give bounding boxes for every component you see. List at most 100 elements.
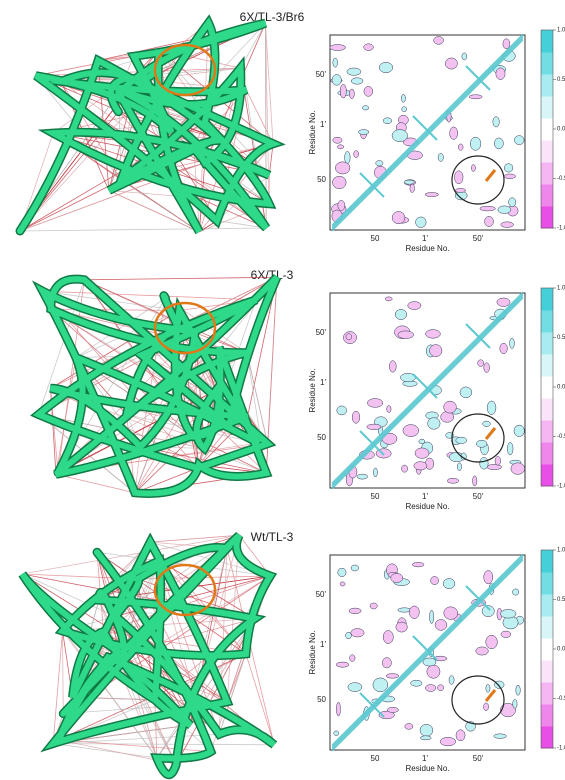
map-circle [451,155,505,205]
contact-line [55,357,77,475]
contour-blob [495,67,506,80]
contact-line [75,297,166,358]
colorbar-tick-label: -0.5 [557,176,565,182]
contact-line [226,653,247,702]
x-axis-label: Residue No. [405,764,449,773]
map-circle [451,675,505,725]
colorbar-band [541,288,553,311]
contour-blob [407,301,422,310]
contact-line [62,630,64,714]
y-tick-label: 1' [320,120,326,129]
contour-blob [429,610,434,624]
contour-blob [470,136,482,151]
highlight-circle [153,43,217,97]
colorbar-tick-label: 1.0 [557,548,565,554]
contour-blob [508,197,517,207]
contour-blob [479,457,489,470]
contour-blob [507,442,514,456]
cross-band [359,430,385,456]
contour-blob [479,205,496,212]
correlation-map [329,553,526,752]
contour-blob [415,216,427,228]
colorbar-band [541,206,553,229]
colorbar-band [541,52,553,75]
colorbar-band [541,726,553,749]
colorbar-band [541,638,553,661]
contour-blob [395,621,408,633]
contour-blob [429,344,443,357]
x-tick-label: 50 [371,492,380,501]
structure-image [18,532,278,779]
contour-blob [335,161,351,175]
contour-blob [386,405,392,413]
contour-blob [515,684,521,696]
contour-blob [425,457,435,470]
colorbar-tick-label: 1.0 [557,28,565,34]
contact-line [108,190,200,233]
contact-line [240,22,266,69]
colorbar-tick-label: 0.0 [557,647,565,653]
contact-line [175,618,256,765]
contour-blob [433,36,444,45]
map-arrow [484,169,497,182]
contact-line [150,534,240,543]
contour-blob [430,576,439,585]
diagonal-band [331,556,524,749]
contour-blob [485,684,491,693]
colorbar-tick-label: 0.0 [557,127,565,133]
contour-blob [502,38,511,50]
contour-blob [394,309,407,320]
colorbar-band [541,140,553,163]
contour-blob [345,333,352,341]
x-tick-label: 1' [422,754,428,763]
contact-line [134,436,194,494]
contact-line [53,743,275,746]
diagonal-band [331,36,524,229]
colorbar-band [541,184,553,207]
contour-blob [426,664,441,679]
contour-blob [350,564,360,572]
x-tick-label: 1' [422,492,428,501]
y-axis-label: Residue No. [308,368,317,412]
contact-line [42,290,257,301]
contour-blob [375,160,384,167]
contact-line [265,23,274,144]
cross-band [359,692,385,718]
contour-blob [496,297,511,307]
contour-blob [445,57,458,70]
contour-blob [349,654,356,662]
contour-blob [437,153,444,162]
contour-blob [397,330,414,339]
contour-blob [500,609,517,619]
contact-line [204,448,267,474]
contour-blob [401,106,407,112]
contour-blob [350,628,365,638]
x-tick-label: 50' [473,234,484,243]
contour-blob [363,43,374,51]
cross-band [465,585,491,611]
cross-band [359,172,385,198]
colorbar-band [541,74,553,97]
diagonal-band [331,39,524,232]
x-tick-label: 50 [371,234,380,243]
contact-line [159,560,255,619]
contour-blob [512,588,520,596]
correlation-map [329,291,526,490]
contour-blob [397,607,412,613]
contour-blob [483,702,489,711]
contour-blob [331,74,342,86]
contour-blob [477,359,485,367]
contour-blob [391,129,408,142]
colorbar-band [541,310,553,333]
contour-blob [422,657,437,667]
contour-blob [389,360,397,373]
contour-blob [472,475,478,487]
contour-blob [369,602,378,610]
colorbar-band [541,442,553,465]
contour-blob [512,699,518,709]
contour-blob [455,436,468,444]
contour-blob [443,400,457,414]
contour-blob [346,67,362,76]
contour-blob [494,137,504,150]
contour-blob [332,175,347,190]
